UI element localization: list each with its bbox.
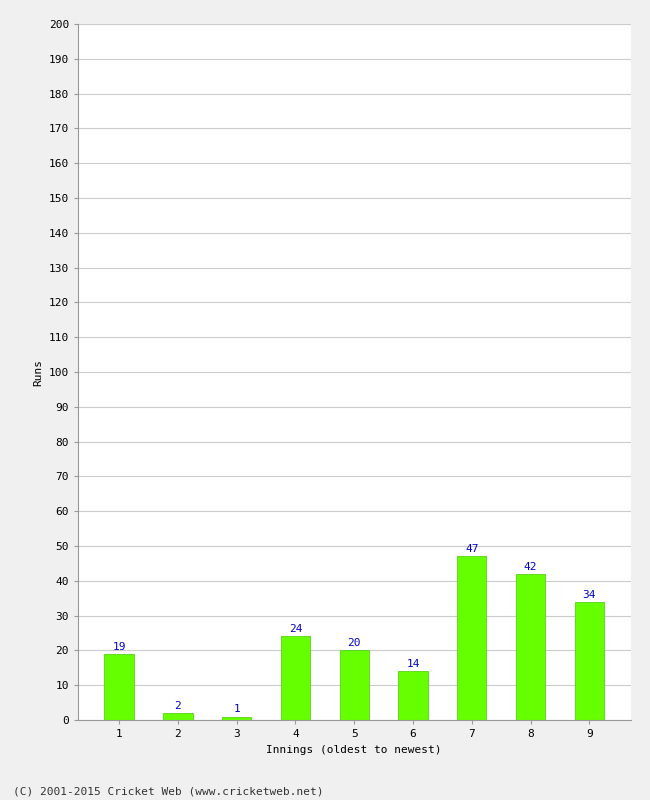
Text: 24: 24 <box>289 624 302 634</box>
Text: 19: 19 <box>112 642 126 652</box>
Text: 14: 14 <box>406 659 420 669</box>
Text: 1: 1 <box>233 705 240 714</box>
Bar <box>516 574 545 720</box>
Text: (C) 2001-2015 Cricket Web (www.cricketweb.net): (C) 2001-2015 Cricket Web (www.cricketwe… <box>13 786 324 796</box>
Text: 34: 34 <box>582 590 596 599</box>
Bar <box>105 654 134 720</box>
Bar <box>339 650 369 720</box>
Bar <box>457 557 486 720</box>
Y-axis label: Runs: Runs <box>33 358 43 386</box>
Text: 2: 2 <box>175 701 181 711</box>
Bar <box>575 602 604 720</box>
Text: 42: 42 <box>524 562 538 572</box>
Bar <box>163 713 192 720</box>
Bar <box>398 671 428 720</box>
Text: 47: 47 <box>465 544 478 554</box>
X-axis label: Innings (oldest to newest): Innings (oldest to newest) <box>266 745 442 754</box>
Text: 20: 20 <box>348 638 361 648</box>
Bar <box>281 637 310 720</box>
Bar <box>222 717 252 720</box>
